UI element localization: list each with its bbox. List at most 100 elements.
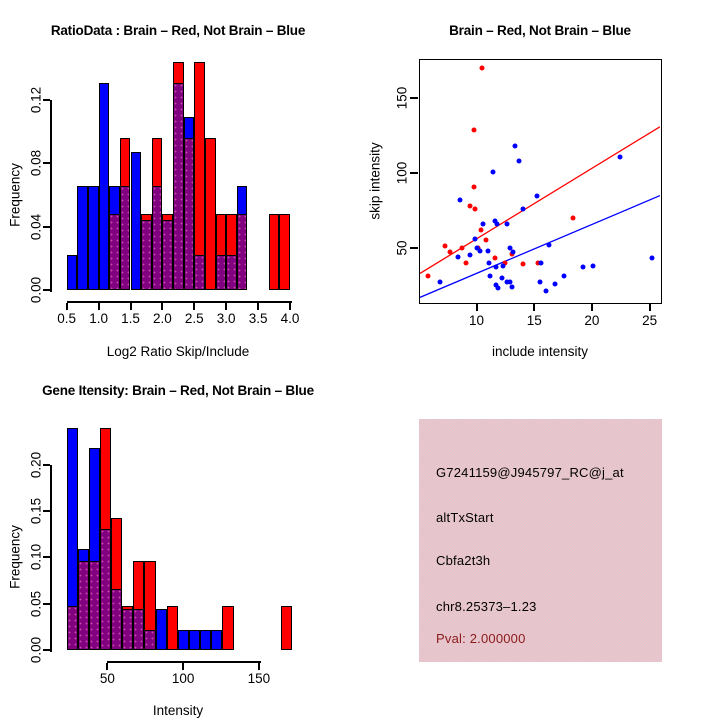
x-axis-tick [106, 663, 109, 670]
scatter-point-not-brain-blue [516, 158, 522, 164]
chromosome-location-text: chr8.25373–1.23 [436, 599, 537, 614]
hist-bar-brain-red [204, 138, 216, 290]
hist-bar-not-brain-blue [155, 609, 167, 650]
y-axis-tick [43, 602, 50, 605]
scatter-point-brain-red [471, 184, 477, 190]
y-axis-tick [43, 510, 50, 513]
scatter-point-not-brain-blue [467, 252, 473, 258]
x-axis-tick-label: 20 [584, 313, 600, 328]
x-axis-tick-label: 1.5 [121, 311, 140, 326]
gene-intensity-histogram-xlabel: Intensity [152, 703, 204, 718]
scatter-point-not-brain-blue [437, 279, 443, 285]
scatter-point-not-brain-blue [455, 254, 461, 260]
probe-id-text: G7241159@J945797_RC@j_at [436, 465, 624, 480]
hist-bar-overlap-purple [119, 185, 131, 290]
y-axis-tick-label: 0.00 [28, 636, 44, 664]
hist-bar-not-brain-blue [177, 629, 189, 650]
scatter-point-not-brain-blue [561, 273, 567, 279]
scatter-point-not-brain-blue [617, 154, 623, 160]
x-axis-line [107, 661, 261, 663]
regression-lines-layer [420, 126, 660, 298]
y-axis-tick-label: 50 [394, 240, 410, 256]
x-axis-tick [65, 303, 68, 310]
y-axis-tick [43, 225, 50, 228]
scatter-point-not-brain-blue [552, 281, 558, 287]
scatter-point-brain-red [459, 245, 465, 251]
hist-bar-overlap-purple [111, 588, 123, 650]
x-axis-tick [161, 303, 164, 310]
x-axis-tick-label: 15 [526, 313, 542, 328]
scatter-point-not-brain-blue [477, 248, 483, 254]
y-axis-tick [43, 556, 50, 559]
y-axis-tick-label: 100 [394, 161, 410, 185]
brain-fit-line [420, 126, 660, 274]
scatter-point-not-brain-blue [580, 264, 586, 270]
scatter-point-not-brain-blue [537, 279, 543, 285]
x-axis-tick-label: 1.0 [89, 311, 108, 326]
hist-bar-overlap-purple [77, 561, 89, 650]
scatter-point-not-brain-blue [495, 285, 501, 291]
hist-bar-overlap-purple [109, 214, 120, 290]
scatter-point-not-brain-blue [490, 169, 496, 175]
scatter-point-brain-red [492, 255, 498, 261]
scatter-point-brain-red [447, 249, 453, 255]
x-axis-tick-label: 4.0 [280, 311, 300, 326]
scatter-point-not-brain-blue [504, 279, 510, 285]
hist-bar-overlap-purple [194, 255, 205, 290]
y-axis-tick [410, 97, 418, 100]
scatter-point-brain-red [425, 273, 431, 279]
y-axis-tick-label: 0.20 [28, 451, 44, 478]
ratio-histogram-title: RatioData : Brain – Red, Not Brain – Blu… [50, 23, 306, 38]
ratio-histogram-ylabel: Frequency [7, 163, 23, 227]
scatter-point-brain-red [483, 237, 489, 243]
scatter-point-not-brain-blue [472, 236, 478, 242]
scatter-point-not-brain-blue [457, 197, 463, 203]
scatter-point-brain-red [479, 65, 485, 71]
hist-bar-overlap-purple [88, 561, 100, 650]
hist-bar-overlap-purple [151, 185, 163, 290]
y-axis-tick [43, 463, 50, 466]
hist-bar-not-brain-blue [211, 629, 223, 650]
scatter-point-not-brain-blue [504, 221, 510, 227]
x-axis-tick [182, 663, 185, 670]
gene-intensity-histogram-ylabel: Frequency [7, 525, 23, 589]
scatter-point-not-brain-blue [500, 263, 506, 269]
x-axis-tick [289, 303, 291, 310]
intensity-scatter-ylabel: skip intensity [367, 142, 383, 220]
x-axis-tick-label: 3.5 [248, 311, 268, 326]
scatter-point-not-brain-blue [510, 249, 516, 255]
scatter-point-not-brain-blue [538, 260, 544, 266]
hist-bar-not-brain-blue [130, 152, 142, 290]
x-axis-tick [97, 303, 100, 310]
scatter-point-not-brain-blue [512, 143, 518, 149]
scatter-point-not-brain-blue [486, 260, 492, 266]
scatter-plot-box [419, 59, 662, 304]
hist-bar-brain-red [281, 605, 293, 650]
pval-text: Pval: 2.000000 [436, 631, 526, 646]
scatter-point-not-brain-blue [534, 193, 540, 199]
scatter-point-not-brain-blue [590, 263, 596, 269]
x-axis-tick [225, 303, 228, 310]
y-axis-tick-label: 0.08 [28, 150, 44, 177]
not-brain-fit-line [420, 194, 660, 298]
scatter-point-not-brain-blue [493, 264, 499, 270]
x-axis-tick-label: 10 [469, 313, 485, 328]
y-axis-line [50, 100, 52, 292]
intensity-scatter-xlabel: include intensity [491, 344, 589, 359]
scatter-point-brain-red [502, 260, 508, 266]
hist-bar-overlap-purple [183, 138, 195, 290]
hist-bar-overlap-purple [144, 629, 156, 650]
x-axis-tick [257, 663, 260, 670]
gene-info-box: G7241159@J945797_RC@j_at altTxStart Cbfa… [419, 419, 662, 662]
y-axis-tick-label: 150 [394, 87, 410, 110]
scatter-point-not-brain-blue [487, 273, 493, 279]
x-axis-tick [590, 304, 593, 311]
y-axis-tick [43, 162, 50, 165]
scatter-point-not-brain-blue [474, 245, 480, 251]
y-axis-tick-label: 0.05 [28, 590, 44, 617]
intensity-scatter-title: Brain – Red, Not Brain – Blue [449, 23, 631, 38]
hist-bar-overlap-purple [215, 255, 227, 290]
hist-bar-overlap-purple [162, 220, 174, 290]
y-axis-line [50, 464, 52, 652]
hist-bar-not-brain-blue [66, 255, 78, 290]
